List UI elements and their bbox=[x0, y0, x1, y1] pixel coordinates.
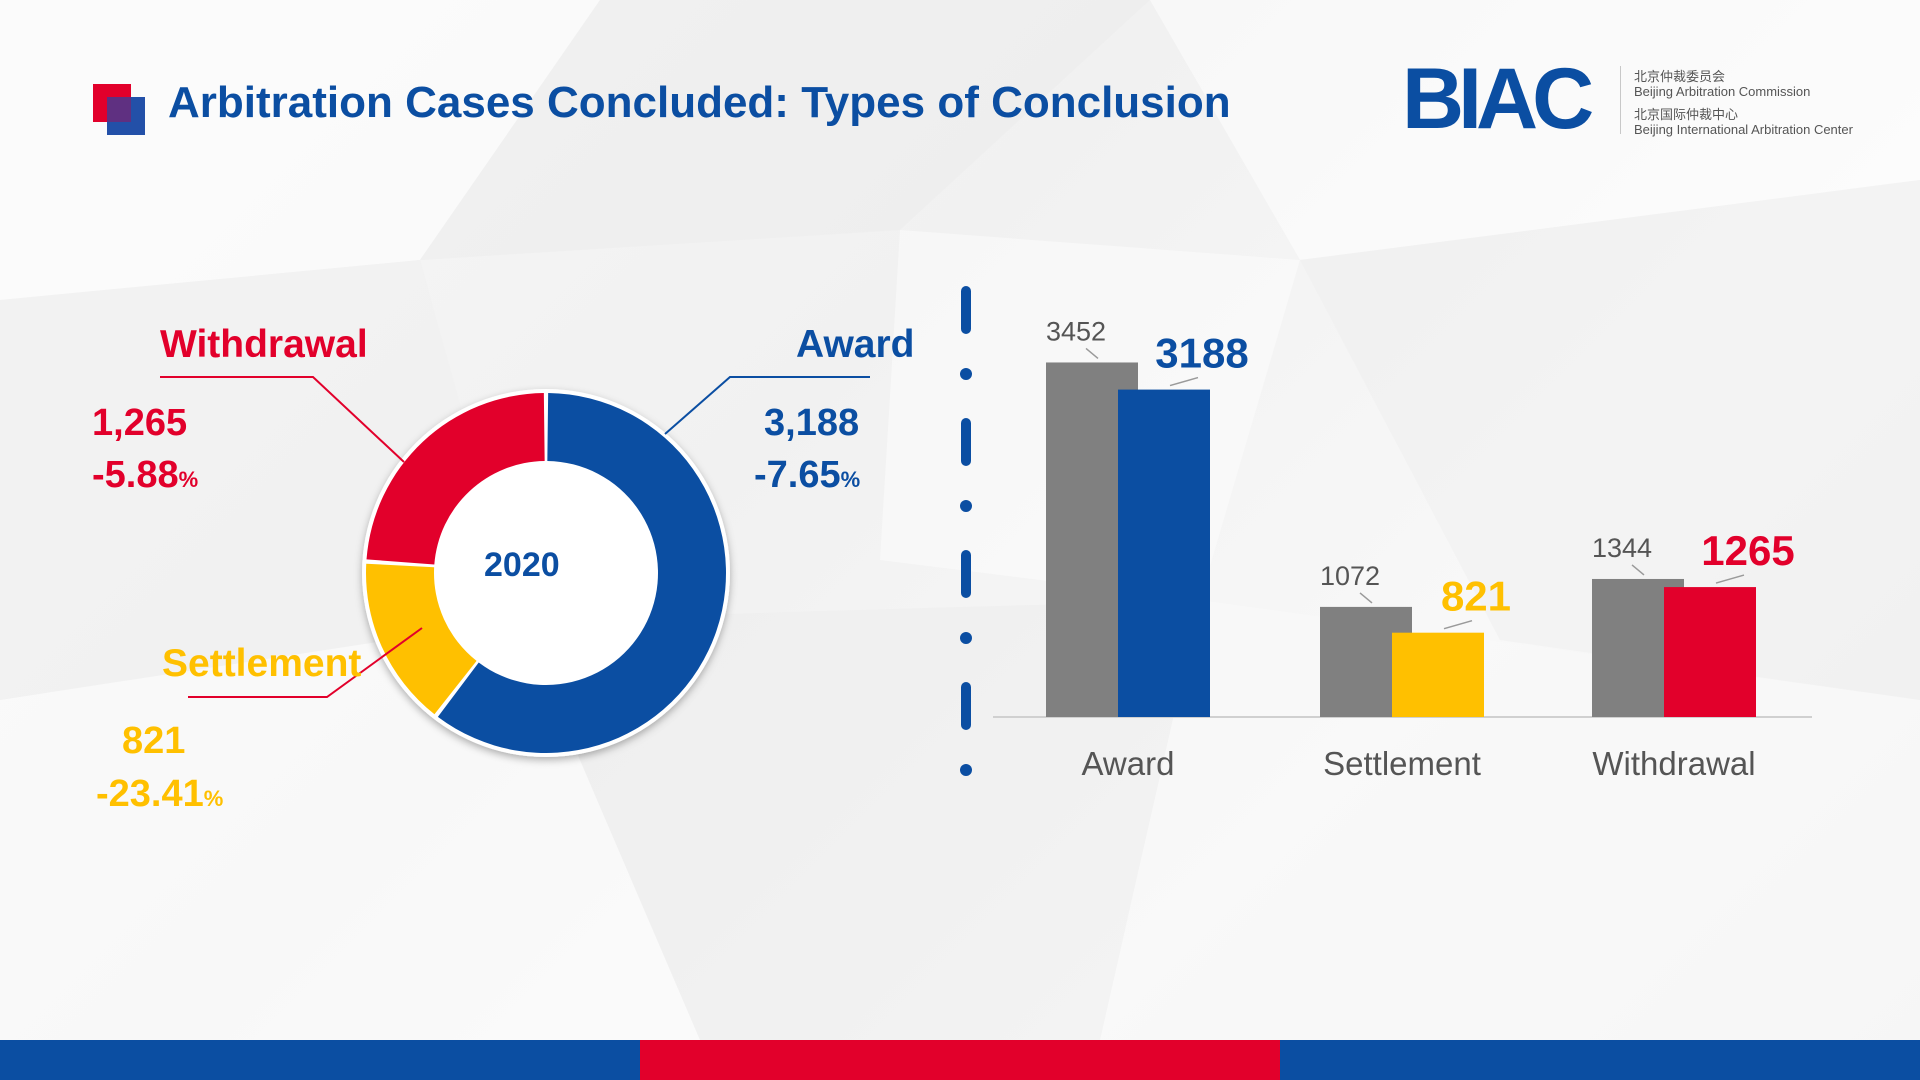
donut-slice-award bbox=[437, 393, 726, 753]
label-leader-previous-withdrawal bbox=[1631, 564, 1645, 576]
bar-current-award bbox=[1118, 389, 1210, 717]
footer-stripe-blue-right bbox=[1280, 1040, 1920, 1080]
footer-stripe-blue-left bbox=[0, 1040, 640, 1080]
label-leader-current-settlement bbox=[1443, 619, 1473, 630]
logo-divider bbox=[1620, 66, 1621, 134]
settlement-value: 821 bbox=[122, 720, 186, 762]
donut-slice-settlement bbox=[366, 563, 477, 715]
data-label-current-award: 3188 bbox=[1155, 330, 1248, 377]
logo-line-4: Beijing International Arbitration Center bbox=[1634, 122, 1853, 137]
settlement-leader-line bbox=[188, 627, 423, 698]
label-leader-current-award bbox=[1169, 376, 1199, 387]
award-label: Award bbox=[796, 323, 915, 366]
label-leader-previous-award bbox=[1085, 347, 1099, 360]
data-label-previous-settlement: 1072 bbox=[1320, 561, 1380, 591]
label-leader-current-withdrawal bbox=[1715, 574, 1745, 584]
award-change: -7.65% bbox=[754, 454, 861, 496]
logo-line-2: Beijing Arbitration Commission bbox=[1634, 84, 1811, 99]
bar-current-settlement bbox=[1392, 632, 1484, 717]
data-label-previous-award: 3452 bbox=[1046, 316, 1106, 346]
section-divider bbox=[960, 286, 972, 776]
category-label-withdrawal: Withdrawal bbox=[1592, 745, 1755, 782]
page-title: Arbitration Cases Concluded: Types of Co… bbox=[168, 78, 1231, 127]
withdrawal-label: Withdrawal bbox=[160, 323, 368, 366]
donut-slice-withdrawal bbox=[366, 393, 545, 565]
withdrawal-change: -5.88% bbox=[92, 454, 199, 496]
data-label-current-withdrawal: 1265 bbox=[1701, 527, 1794, 574]
title-logo-mark bbox=[93, 84, 149, 136]
data-label-current-settlement: 821 bbox=[1441, 573, 1511, 620]
category-label-settlement: Settlement bbox=[1323, 745, 1481, 782]
award-leader-line bbox=[664, 376, 870, 435]
data-label-previous-withdrawal: 1344 bbox=[1592, 533, 1652, 563]
bar-current-withdrawal bbox=[1664, 587, 1756, 717]
biac-logo: BIAC bbox=[1402, 51, 1594, 147]
settlement-change: -23.41% bbox=[96, 773, 224, 815]
donut-center-year: 2020 bbox=[484, 546, 560, 584]
logo-line-1: 北京仲裁委员会 bbox=[1634, 69, 1726, 84]
logo-line-3: 北京国际仲裁中心 bbox=[1634, 107, 1739, 122]
settlement-label: Settlement bbox=[162, 642, 362, 685]
award-value: 3,188 bbox=[764, 402, 860, 444]
label-leader-previous-settlement bbox=[1359, 592, 1373, 604]
withdrawal-leader-line bbox=[160, 376, 405, 463]
withdrawal-value: 1,265 bbox=[92, 402, 188, 444]
category-label-award: Award bbox=[1082, 745, 1175, 782]
footer-stripe-red bbox=[640, 1040, 1280, 1080]
